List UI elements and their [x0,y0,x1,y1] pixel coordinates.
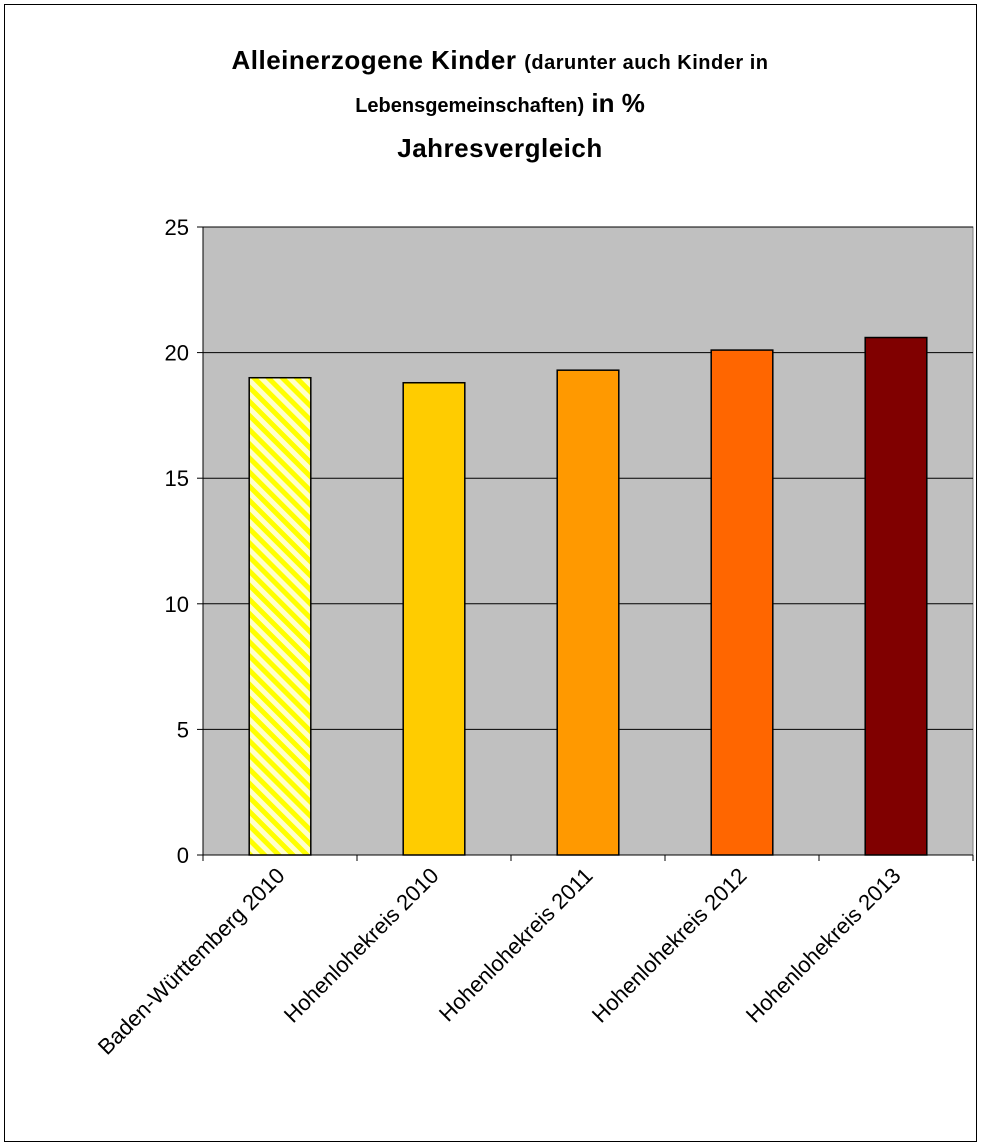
bar [402,381,466,856]
y-tick-label: 10 [165,592,189,617]
x-tick-label: Baden-Württemberg 2010 [93,863,290,1060]
title-line2-small: Lebensgemeinschaften) [355,95,585,117]
x-tick-label: Hohenlohekreis 2010 [279,863,444,1028]
x-tick-label: Hohenlohekreis 2012 [587,863,752,1028]
y-tick-label: 5 [177,717,189,742]
bar [556,369,620,856]
bar [710,349,774,856]
x-tick-label: Hohenlohekreis 2013 [741,863,906,1028]
title-line2-main: in % [584,88,645,118]
title-line3-main: Jahresvergleich [397,133,603,163]
y-tick-label: 25 [165,215,189,240]
bar [864,336,928,856]
x-tick-label: Hohenlohekreis 2011 [434,863,598,1027]
bar [248,376,312,856]
y-tick-label: 20 [165,341,189,366]
y-tick-label: 0 [177,843,189,868]
title-line1-main: Alleinerzogene Kinder [231,45,525,75]
title-line1-small: (darunter auch Kinder in [524,52,769,74]
chart-title: Alleinerzogene Kinder (darunter auch Kin… [0,40,910,170]
y-tick-label: 15 [165,466,189,491]
